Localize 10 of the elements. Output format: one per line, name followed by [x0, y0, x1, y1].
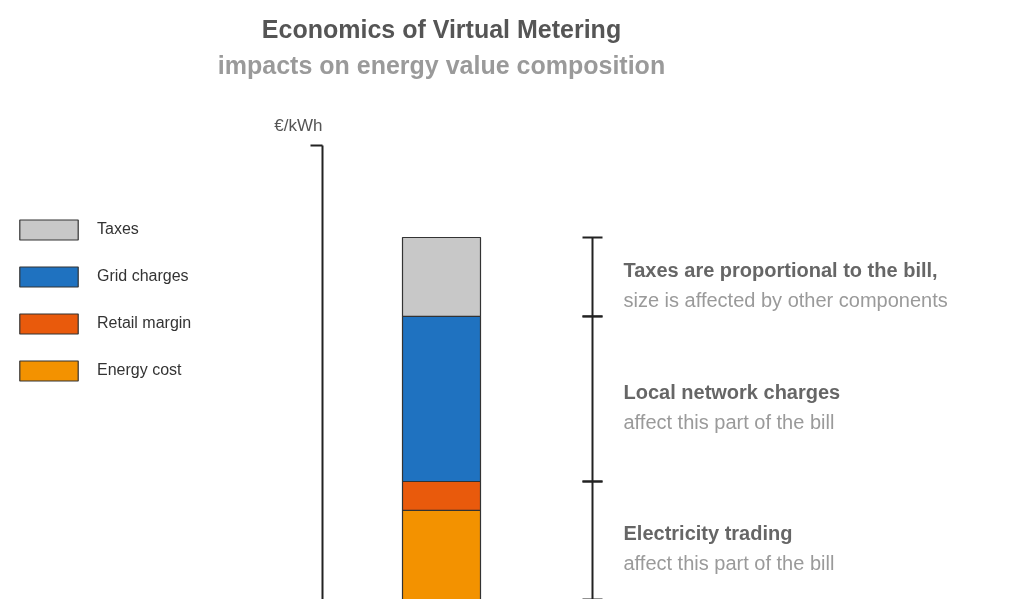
legend-label: Energy cost	[97, 361, 182, 379]
text: Electricity trading affect this part of the bill	[623, 522, 835, 575]
chart-subtitle: impacts on energy value composition	[217, 50, 666, 79]
text: €/kWh	[274, 116, 323, 135]
text: Taxes are proportional to the bill, size is affected by other components	[623, 258, 948, 311]
legend-label: Taxes	[97, 220, 139, 238]
legend-label: Retail margin	[97, 314, 192, 332]
chart-title: Economics of Virtual Metering	[261, 14, 622, 43]
text: Local network charges affect this part of the bill	[623, 380, 841, 433]
legend-label: Grid charges	[97, 267, 189, 285]
